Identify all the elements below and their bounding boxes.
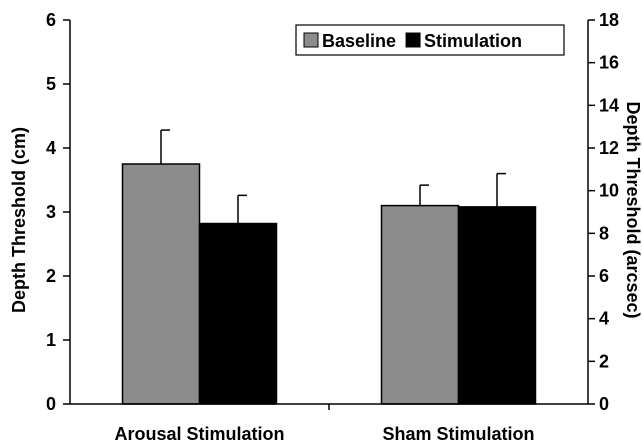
y-tick-label-3: 3 (46, 202, 56, 222)
bar-stimulation-0 (198, 222, 278, 405)
category-label-1: Sham Stimulation (382, 424, 534, 444)
y-tick-label-4: 4 (46, 138, 56, 158)
y2-tick-label-10: 10 (599, 181, 619, 201)
bar-stimulation-1 (457, 206, 537, 405)
legend-swatch-stimulation (405, 32, 421, 48)
error-bars-layer (160, 129, 506, 224)
y-tick-label-5: 5 (46, 74, 56, 94)
y-tick-label-6: 6 (46, 10, 56, 30)
y2-tick-label-8: 8 (599, 223, 609, 243)
y2-axis-title: Depth Threshold (arcsec) (623, 101, 642, 318)
y2-tick-label-6: 6 (599, 266, 609, 286)
y2-tick-label-0: 0 (599, 394, 609, 414)
axes-layer: Arousal Stimulation Sham Stimulation01234… (46, 10, 619, 444)
y2-tick-label-12: 12 (599, 138, 619, 158)
y-tick-label-2: 2 (46, 266, 56, 286)
legend: Baseline Stimulation (295, 24, 565, 56)
legend-label-baseline: Baseline (322, 31, 396, 51)
legend-label-stimulation: Stimulation (424, 31, 522, 51)
legend-swatch-baseline (303, 32, 319, 48)
bar-baseline-0 (121, 163, 201, 405)
y2-tick-label-14: 14 (599, 95, 619, 115)
bars-layer (121, 163, 537, 405)
y2-tick-label-2: 2 (599, 351, 609, 371)
y-tick-label-0: 0 (46, 394, 56, 414)
y2-tick-label-4: 4 (599, 309, 609, 329)
legend-box (295, 24, 565, 56)
y-axis-title: Depth Threshold (cm) (9, 127, 29, 313)
y2-tick-label-18: 18 (599, 10, 619, 30)
y-tick-label-1: 1 (46, 330, 56, 350)
bar-baseline-1 (380, 204, 460, 405)
y2-tick-label-16: 16 (599, 53, 619, 73)
category-label-0: Arousal Stimulation (114, 424, 284, 444)
